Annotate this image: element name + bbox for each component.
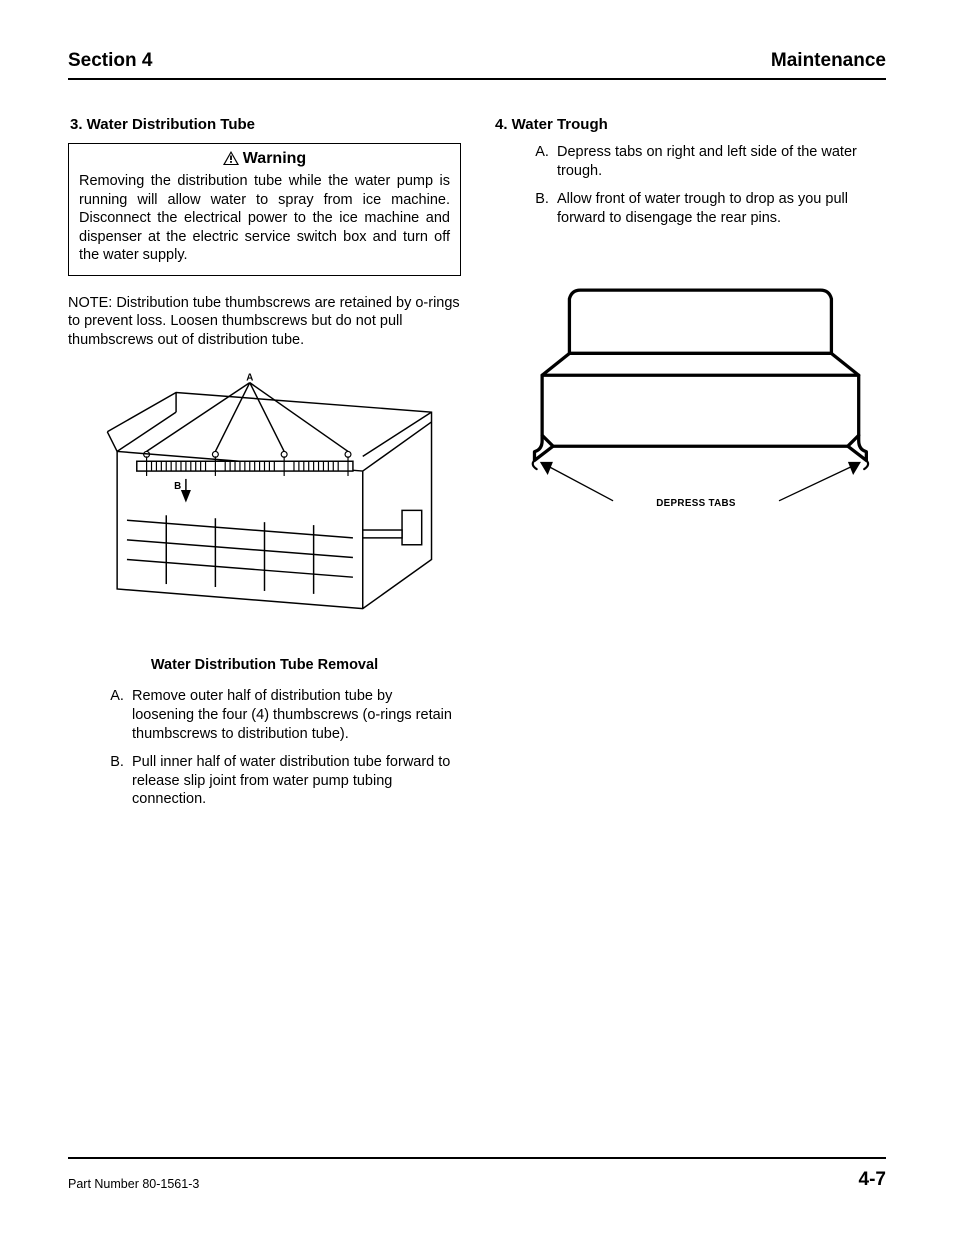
steps-distribution-tube: Remove outer half of distribution tube b… (68, 687, 461, 808)
heading-water-trough: 4. Water Trough (493, 116, 886, 133)
right-column: 4. Water Trough Depress tabs on right an… (493, 116, 886, 819)
part-number: Part Number 80-1561-3 (68, 1177, 199, 1191)
step-b: Allow front of water trough to drop as y… (553, 190, 886, 227)
note-text: NOTE: Distribution tube thumbscrews are … (68, 294, 461, 350)
warning-icon (223, 151, 239, 170)
warning-title: Warning (79, 150, 450, 170)
page-body: 3. Water Distribution Tube Warning Remov… (68, 116, 886, 819)
warning-title-text: Warning (243, 150, 306, 167)
header-section: Section 4 (68, 50, 152, 72)
figure-water-trough: DEPRESS TABS (493, 277, 886, 533)
figure-label-a: A (246, 373, 253, 384)
page-number: 4-7 (859, 1169, 886, 1191)
figure-caption-distribution-tube: Water Distribution Tube Removal (68, 657, 461, 673)
header-title: Maintenance (771, 50, 886, 72)
step-a: Remove outer half of distribution tube b… (128, 687, 461, 743)
steps-water-trough: Depress tabs on right and left side of t… (493, 143, 886, 227)
figure-distribution-tube: A B (68, 363, 461, 643)
page-footer: Part Number 80-1561-3 4-7 (68, 1157, 886, 1191)
figure-label-depress-tabs: DEPRESS TABS (656, 498, 736, 509)
page-header: Section 4 Maintenance (68, 50, 886, 80)
step-b: Pull inner half of water distribution tu… (128, 753, 461, 809)
step-a: Depress tabs on right and left side of t… (553, 143, 886, 180)
left-column: 3. Water Distribution Tube Warning Remov… (68, 116, 461, 819)
warning-text: Removing the distribution tube while the… (79, 172, 450, 265)
figure-label-b: B (174, 481, 181, 492)
warning-box: Warning Removing the distribution tube w… (68, 143, 461, 276)
page: Section 4 Maintenance 3. Water Distribut… (0, 0, 954, 1235)
heading-water-distribution-tube: 3. Water Distribution Tube (68, 116, 461, 133)
